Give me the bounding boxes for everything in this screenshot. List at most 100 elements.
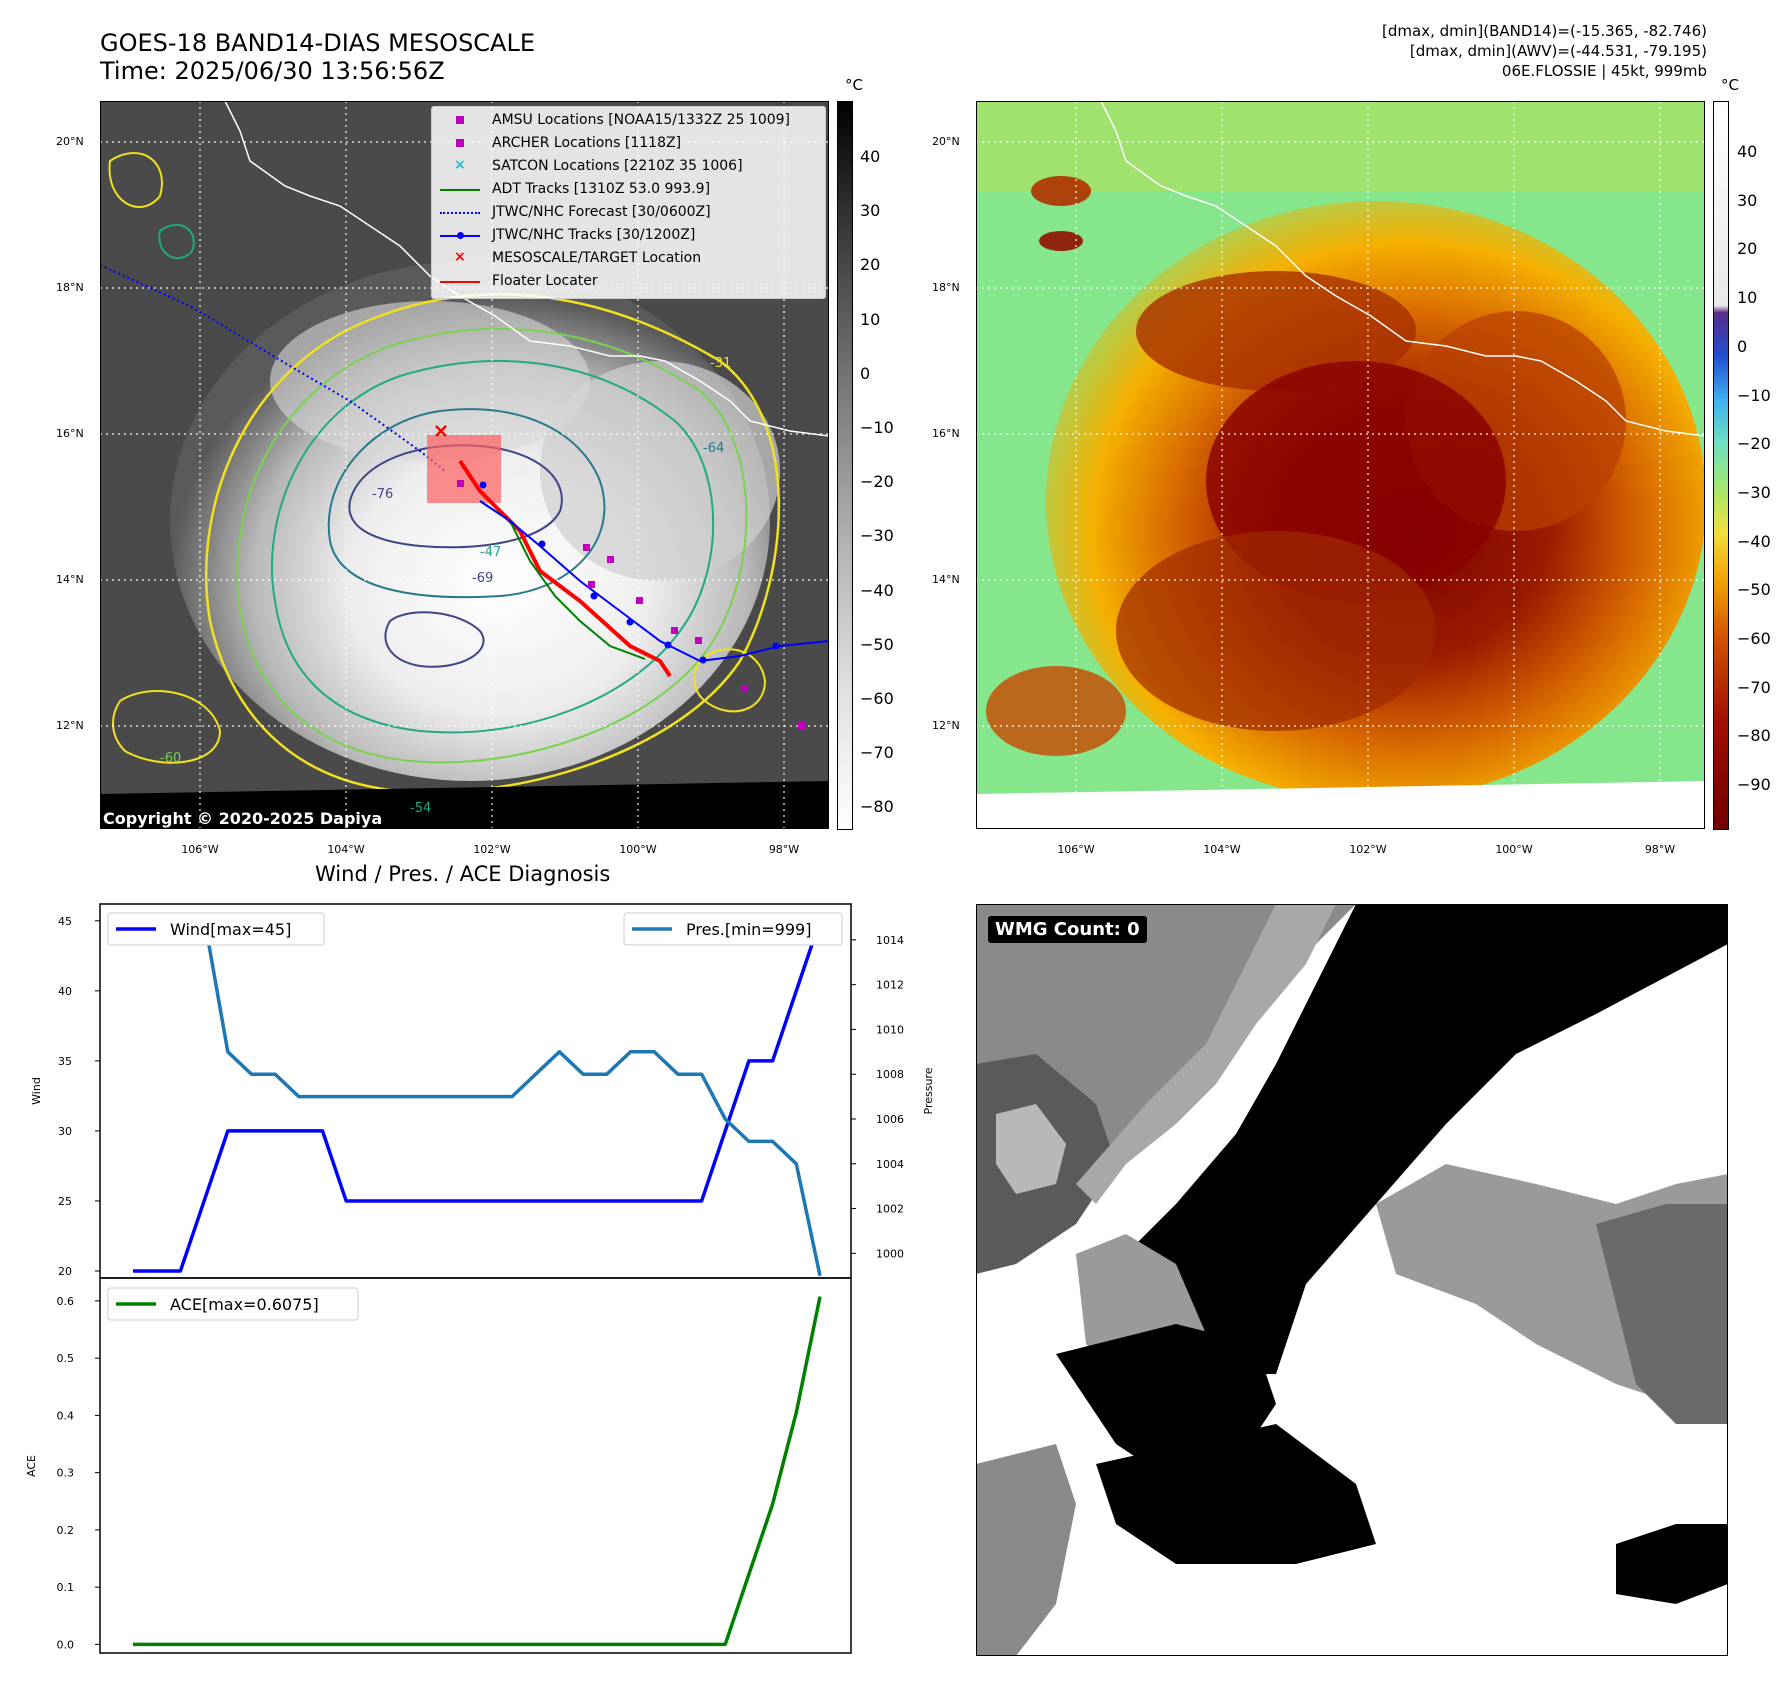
legend-label: Floater Locater — [492, 273, 598, 289]
ace-axis-label: ACE — [25, 1455, 38, 1477]
color-colorbar — [1713, 101, 1729, 830]
colorbar-tick: −40 — [860, 580, 894, 600]
lon-label: 98°W — [1644, 843, 1676, 856]
legend-row: ADT Tracks [1310Z 53.0 993.9] — [440, 180, 820, 200]
pressure-tick-label: 1010 — [876, 1023, 904, 1036]
lon-label: 102°W — [473, 843, 511, 856]
legend-swatch: × — [454, 157, 466, 173]
ace-axes-frame — [99, 1277, 852, 1654]
ir-map-panel: Copyright © 2020-2025 Dapiya -76 -64 -54… — [99, 100, 830, 829]
legend-label: JTWC/NHC Tracks [30/1200Z] — [492, 227, 696, 243]
ace-tick-label: 0.2 — [57, 1524, 75, 1537]
info-line-3: 06E.FLOSSIE | 45kt, 999mb — [1501, 62, 1707, 80]
wmg-panel: WMG Count: 0 — [976, 904, 1728, 1656]
legend-label: AMSU Locations [NOAA15/1332Z 25 1009] — [492, 112, 791, 128]
ace-tick-label: 0.4 — [57, 1409, 75, 1422]
colorbar-tick: 0 — [860, 363, 871, 383]
lat-label: 18°N — [56, 281, 84, 294]
contour-label: -47 — [480, 545, 502, 560]
legend-row: JTWC/NHC Forecast [30/0600Z] — [440, 203, 820, 223]
lon-label: 106°W — [1057, 843, 1095, 856]
lat-label: 20°N — [56, 135, 84, 148]
ace-tick-label: 0.0 — [57, 1638, 75, 1651]
colorbar-tick: −10 — [860, 418, 894, 437]
colorbar-tick: 10 — [1737, 288, 1758, 308]
colorbar-tick: −20 — [1737, 434, 1771, 454]
colorbar-tick: 30 — [860, 201, 881, 221]
pressure-series-line — [133, 915, 822, 1277]
diagnosis-chart: 20 25 30 35 40 45 1000 1002 1004 1006 1008 1010 101… — [25, 903, 935, 1654]
ir-colorbar-unit: °C — [845, 76, 863, 94]
ace-series-line — [133, 1296, 822, 1647]
lat-label: 14°N — [932, 573, 960, 586]
colorbar-tick: 10 — [860, 309, 881, 329]
lon-label: 98°W — [768, 843, 800, 856]
colorbar-tick: −80 — [1737, 726, 1771, 746]
legend-row: JTWC/NHC Tracks [30/1200Z] — [440, 226, 820, 246]
lon-label: 102°W — [1349, 843, 1387, 856]
legend-swatch — [440, 184, 480, 196]
colorbar-tick: −90 — [1737, 775, 1771, 795]
colorbar-tick: 20 — [1737, 239, 1758, 259]
colorbar-tick: 40 — [1737, 142, 1758, 161]
wmg-count-badge: WMG Count: 0 — [988, 916, 1147, 943]
lat-label: 20°N — [932, 135, 960, 148]
legend-swatch — [440, 276, 480, 288]
ir-map-frame — [100, 101, 829, 829]
colorbar-tick: −40 — [1737, 531, 1771, 551]
colorbar-tick: −50 — [860, 634, 894, 654]
pressure-tick-label: 1006 — [876, 1113, 904, 1126]
ace-tick-label: 0.1 — [57, 1581, 75, 1594]
ace-tick-label: 0.3 — [57, 1467, 75, 1480]
colorbar-tick: −50 — [1737, 580, 1771, 600]
lon-label: 100°W — [619, 843, 657, 856]
wind-legend: Wind[max=45] — [107, 912, 325, 946]
colorbar-tick: −70 — [1737, 677, 1771, 697]
lat-label: 14°N — [56, 573, 84, 586]
color-map-panel — [976, 100, 1706, 829]
legend-label: ADT Tracks [1310Z 53.0 993.9] — [492, 181, 711, 197]
legend-swatch — [440, 115, 480, 127]
ace-tick-label: 0.5 — [57, 1352, 75, 1365]
map-time: Time: 2025/06/30 13:56:56Z — [100, 57, 445, 85]
contour-label: -64 — [703, 441, 725, 456]
legend-row: AMSU Locations [NOAA15/1332Z 25 1009] — [440, 111, 820, 131]
contour-label: -54 — [410, 801, 432, 816]
legend-label: MESOSCALE/TARGET Location — [492, 250, 702, 266]
legend-row: × SATCON Locations [2210Z 35 1006] — [440, 157, 820, 177]
pressure-tick-label: 1004 — [876, 1158, 904, 1171]
pressure-tick-label: 1002 — [876, 1203, 904, 1216]
lat-label: 16°N — [56, 427, 84, 440]
pressure-legend: Pres.[min=999] — [623, 912, 843, 946]
pressure-tick-label: 1008 — [876, 1068, 904, 1081]
colorbar-tick: 30 — [1737, 190, 1758, 210]
wind-tick-label: 40 — [58, 985, 72, 998]
copyright-text: Copyright © 2020-2025 Dapiya — [103, 809, 383, 828]
lon-label: 104°W — [1203, 843, 1241, 856]
legend-swatch: × — [454, 249, 466, 265]
map-title: GOES-18 BAND14-DIAS MESOSCALE — [100, 29, 536, 57]
lat-label: 16°N — [932, 427, 960, 440]
legend-label: JTWC/NHC Forecast [30/0600Z] — [492, 204, 711, 220]
info-line-1: [dmax, dmin](BAND14)=(-15.365, -82.746) — [1382, 22, 1707, 40]
contour-label: -69 — [472, 571, 494, 586]
info-line-2: [dmax, dmin](AWV)=(-44.531, -79.195) — [1409, 42, 1707, 60]
pressure-tick-label: 1014 — [876, 934, 904, 947]
legend-swatch — [440, 230, 480, 242]
color-colorbar-unit: °C — [1721, 76, 1739, 94]
colorbar-tick: −70 — [860, 743, 894, 763]
colorbar-tick: −80 — [860, 797, 894, 817]
ace-legend-label: ACE[max=0.6075] — [170, 1295, 319, 1314]
legend-row: Floater Locater — [440, 272, 820, 292]
pressure-axis-label: Pressure — [922, 1067, 935, 1114]
colorbar-tick: 20 — [860, 255, 881, 275]
wind-legend-label: Wind[max=45] — [170, 920, 291, 939]
wind-tick-label: 25 — [58, 1195, 72, 1208]
wmg-frame — [976, 904, 1728, 1656]
colorbar-tick: −60 — [860, 689, 894, 708]
lat-label: 12°N — [56, 719, 84, 732]
colorbar-tick: 0 — [1737, 336, 1748, 356]
colorbar-tick: −60 — [1737, 629, 1771, 648]
legend-label: ARCHER Locations [1118Z] — [492, 135, 682, 151]
contour-label: -76 — [372, 487, 394, 502]
